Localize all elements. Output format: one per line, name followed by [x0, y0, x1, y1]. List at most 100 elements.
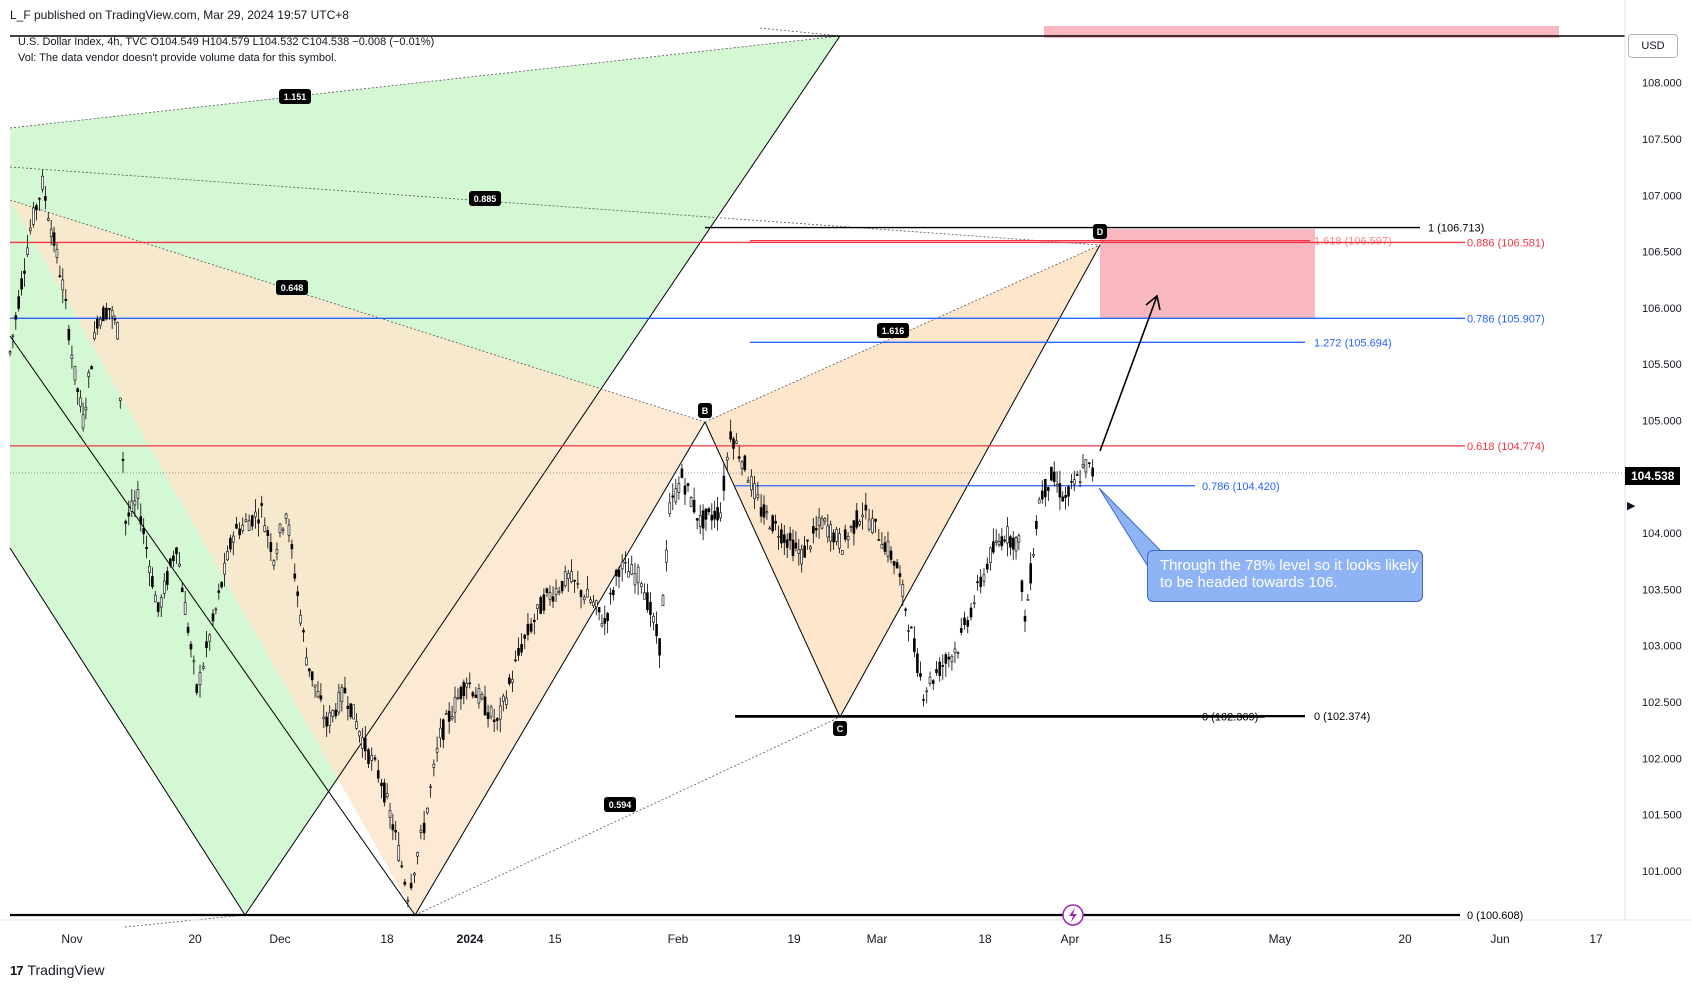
candle-body — [677, 483, 681, 493]
candle-body — [61, 279, 65, 291]
candle-body — [474, 694, 478, 698]
brand-label: TradingView — [27, 962, 105, 978]
candle-body — [1078, 481, 1082, 484]
candle-body — [220, 582, 223, 588]
candle-body — [668, 502, 672, 514]
candle-body — [1014, 537, 1018, 552]
candle-body — [603, 618, 607, 624]
candle-body — [489, 706, 493, 718]
x-tick-label: 20 — [1398, 932, 1412, 946]
candle-body — [310, 671, 314, 681]
candle-body — [972, 602, 976, 605]
candle-body — [646, 592, 649, 611]
candle-body — [740, 461, 744, 469]
candle-body — [840, 550, 844, 555]
candle-body — [1000, 536, 1004, 547]
candle-body — [505, 697, 508, 705]
candle-body — [803, 545, 806, 558]
event-marker-icon[interactable] — [1062, 904, 1084, 926]
fib-level-label: 1 (106.713) — [1428, 223, 1484, 235]
candle-body — [649, 601, 652, 615]
candle-body — [889, 550, 893, 560]
candle-body — [139, 516, 143, 525]
pattern-point-badge[interactable] — [833, 721, 847, 736]
candle-body — [346, 705, 350, 709]
currency-button[interactable]: USD — [1628, 34, 1678, 58]
candle-body — [266, 530, 270, 536]
candle-body — [201, 666, 205, 669]
candle-body — [883, 542, 887, 552]
candle-body — [118, 397, 122, 401]
candle-body — [316, 691, 320, 698]
annotation-callout[interactable]: Through the 78% level so it looks likely… — [1147, 550, 1423, 602]
candle-body — [211, 613, 215, 622]
candle-body — [941, 665, 945, 667]
candle-body — [526, 623, 530, 636]
candle-body — [1040, 490, 1044, 500]
target-zone-top — [1044, 26, 1559, 38]
ratio-badge[interactable] — [877, 323, 909, 338]
candle-body — [394, 829, 398, 833]
candle-body — [536, 604, 539, 610]
candle-body — [895, 562, 899, 569]
candle-body — [765, 511, 769, 514]
pattern-legs[interactable] — [9, 35, 1101, 916]
candle-body — [913, 638, 916, 653]
candle-body — [79, 397, 82, 407]
y-tick-label: 105.000 — [1642, 415, 1682, 427]
candle-body — [811, 526, 815, 534]
candle-body — [450, 716, 454, 720]
projection-arrow[interactable] — [1099, 294, 1161, 452]
candle-body — [90, 366, 93, 370]
candle-body — [707, 508, 711, 513]
candle-body — [459, 686, 463, 700]
ratio-badge[interactable] — [279, 89, 311, 104]
candle-body — [947, 656, 951, 660]
candle-body — [704, 508, 708, 520]
ratio-badge[interactable] — [276, 280, 308, 295]
ratio-badge[interactable] — [604, 797, 636, 812]
candle-body — [281, 528, 285, 531]
pattern-point-badge[interactable] — [698, 403, 712, 418]
candle-body — [361, 737, 364, 749]
pattern-point-label: C — [837, 724, 844, 734]
candle-body — [20, 278, 23, 290]
candle-body — [1017, 535, 1021, 543]
y-tick-label: 101.000 — [1642, 866, 1682, 878]
candle-body — [343, 687, 347, 694]
candle-body — [520, 644, 523, 653]
candle-body — [1037, 499, 1041, 504]
candle-body — [325, 716, 328, 727]
candle-body — [453, 697, 457, 713]
candle-body — [557, 591, 561, 593]
candle-body — [49, 228, 53, 237]
y-tick-label: 105.500 — [1642, 359, 1682, 371]
candle-body — [606, 613, 609, 621]
candle-body — [791, 539, 795, 557]
candle-body — [64, 298, 68, 301]
candle-body — [517, 647, 520, 656]
candle-body — [370, 754, 374, 761]
candle-body — [938, 661, 942, 676]
orange-xabc-fill — [705, 245, 1100, 717]
candle-body — [759, 507, 763, 517]
candle-body — [409, 882, 413, 889]
candle-body — [223, 562, 226, 575]
candle-body — [529, 623, 533, 632]
candle-body — [385, 793, 389, 797]
candle-body — [904, 608, 907, 611]
candle-body — [238, 528, 241, 536]
pattern-point-badge[interactable] — [1093, 224, 1107, 239]
candle-body — [545, 588, 549, 593]
candle-body — [1009, 536, 1012, 548]
candle-body — [511, 679, 514, 683]
candle-body — [441, 719, 445, 740]
candle-body — [244, 519, 248, 522]
tradingview-brand[interactable]: 17 TradingView — [10, 962, 105, 978]
candle-body — [508, 677, 511, 684]
y-tick-label: 103.500 — [1642, 584, 1682, 596]
ratio-badge[interactable] — [469, 191, 501, 206]
symbol-ohlc-line: U.S. Dollar Index, 4h, TVC O104.549 H104… — [18, 36, 435, 48]
scroll-right-icon[interactable]: ▶ — [1627, 500, 1636, 512]
